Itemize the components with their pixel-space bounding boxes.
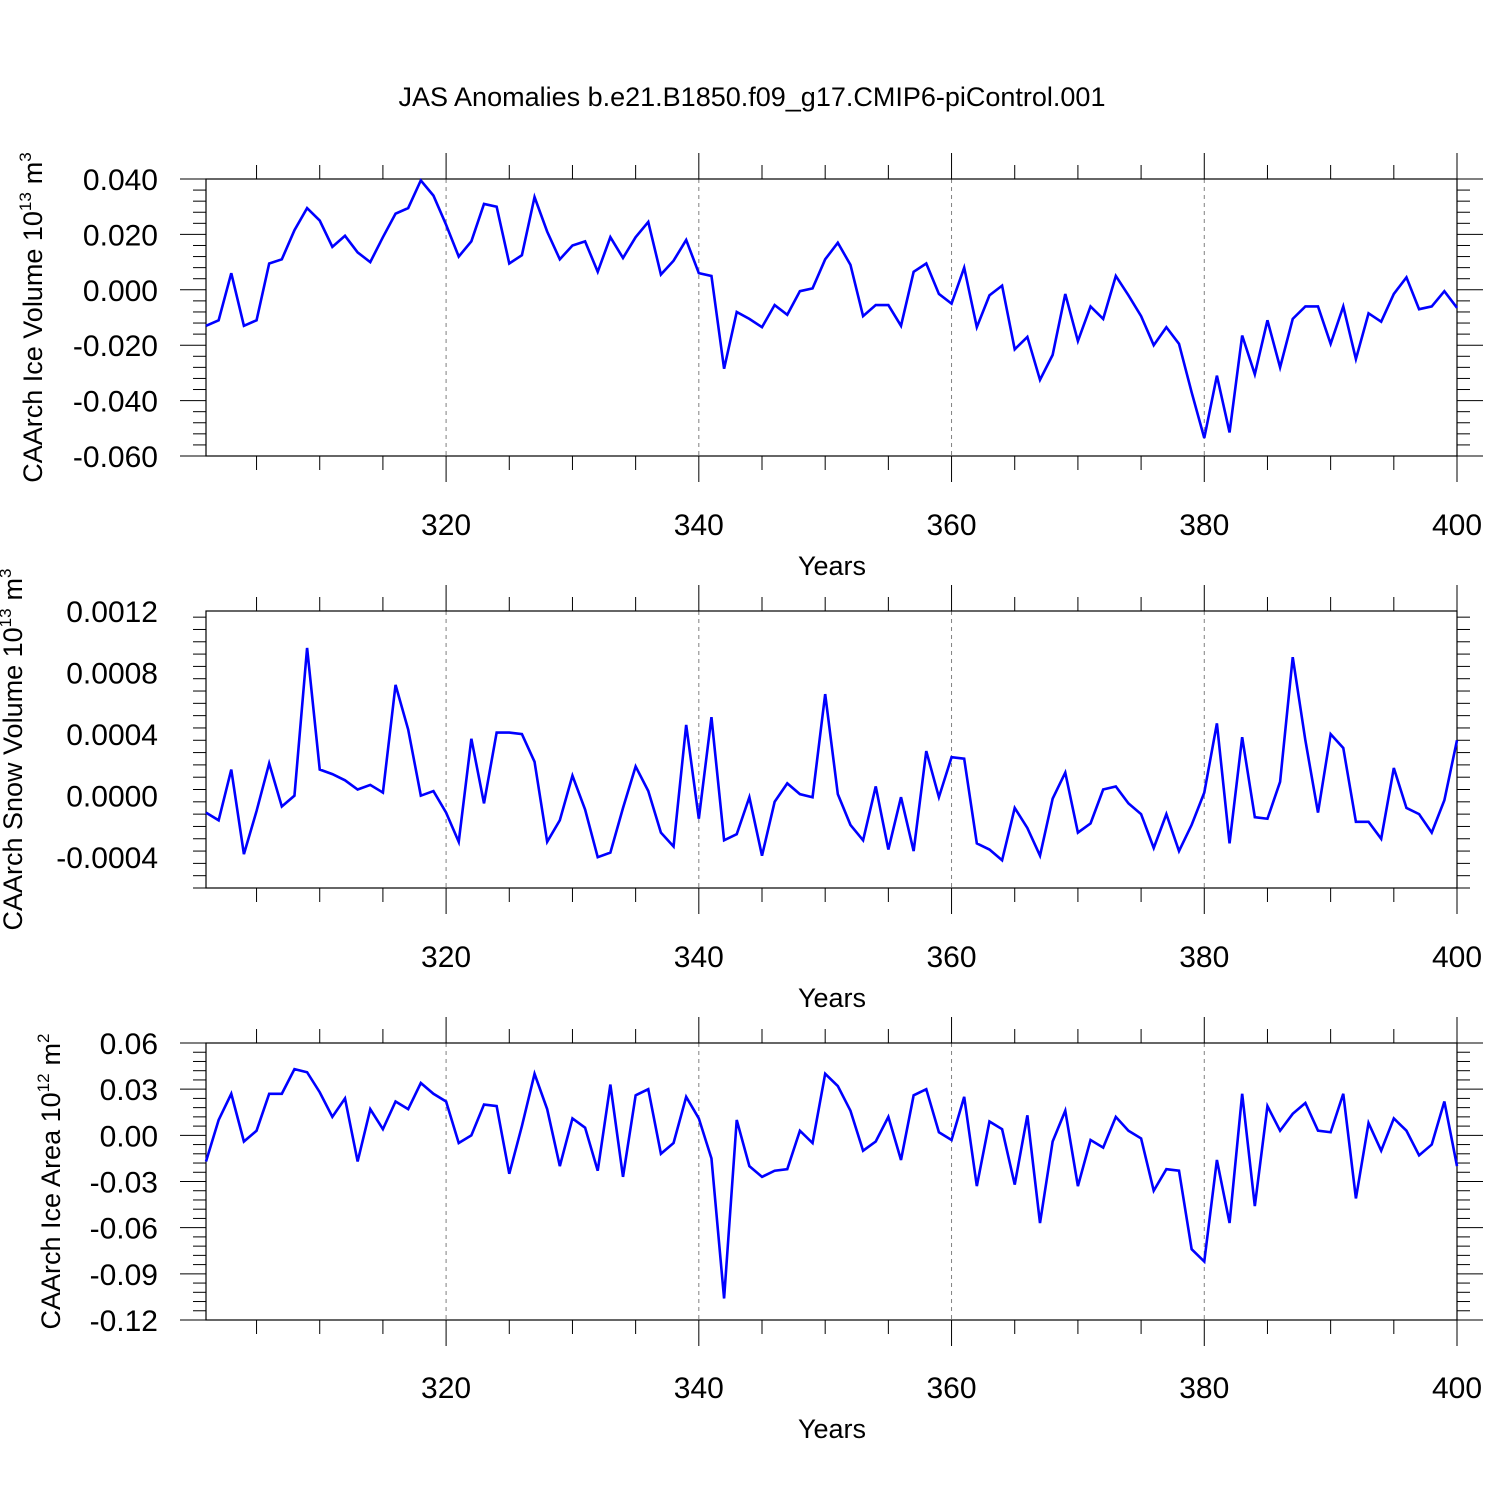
panel-1: -0.060 -0.040 -0.020 0.000 0.020 0.040 320 340 3… (16, 152, 1483, 581)
y-tick-label: -0.12 (90, 1305, 158, 1338)
x-tick-label: 340 (674, 941, 724, 974)
x-tick-label: 320 (421, 509, 471, 542)
y-axis-label-main: CAArch Ice Area 10 (36, 1092, 66, 1329)
x-tick-label: 400 (1432, 1372, 1482, 1405)
y-axis-label-unit: m (0, 578, 28, 601)
x-tick-label: 320 (421, 941, 471, 974)
y-tick-label: 0.0012 (66, 596, 158, 629)
y-axis-label-exponent: 13 (16, 192, 35, 211)
y-axis-label: CAArch Ice Area 1012 m2 (34, 1033, 66, 1329)
y-axis-label-exponent: 12 (34, 1073, 53, 1092)
y-axis-label-unit: m (36, 1043, 66, 1066)
y-axis-label-exponent: 13 (0, 608, 15, 627)
y-tick-label: 0.000 (83, 275, 158, 308)
x-tick-label: 400 (1432, 509, 1482, 542)
y-tick-label: 0.00 (100, 1120, 158, 1153)
y-tick-label: -0.09 (90, 1259, 158, 1292)
x-axis-label: Years (798, 983, 866, 1013)
y-tick-label: 0.03 (100, 1074, 158, 1107)
y-axis-label-unit-exponent: 2 (34, 1033, 53, 1042)
series-line (205, 177, 1459, 439)
y-tick-label: 0.040 (83, 164, 158, 197)
panel-3: -0.12 -0.09 -0.06 -0.03 0.00 0.03 0.06 320 340 36… (34, 1017, 1483, 1444)
y-axis-label-unit-exponent: 3 (0, 568, 15, 577)
y-axis-label-unit-exponent: 3 (16, 152, 35, 161)
series-line (204, 1067, 1459, 1299)
x-tick-label: 360 (927, 941, 977, 974)
y-tick-label: -0.040 (73, 386, 158, 419)
y-axis-label: CAArch Ice Volume 1013 m3 (16, 152, 48, 483)
y-axis-label-unit: m (18, 162, 48, 185)
y-tick-label: 0.0000 (66, 781, 158, 814)
x-tick-label: 360 (927, 509, 977, 542)
x-tick-label: 400 (1432, 941, 1482, 974)
y-axis-label: CAArch Snow Volume 1013 m3 (0, 568, 28, 930)
y-tick-label: -0.06 (90, 1213, 158, 1246)
x-axis-label: Years (798, 1414, 866, 1444)
chart-title: JAS Anomalies b.e21.B1850.f09_g17.CMIP6-… (399, 82, 1106, 112)
y-axis-label-main: CAArch Snow Volume 10 (0, 627, 28, 930)
x-tick-label: 360 (927, 1372, 977, 1405)
x-tick-label: 380 (1179, 509, 1229, 542)
x-tick-label: 380 (1179, 1372, 1229, 1405)
y-axis-label-main: CAArch Ice Volume 10 (18, 211, 48, 483)
y-tick-label: -0.03 (90, 1167, 158, 1200)
y-tick-label: 0.0008 (66, 658, 158, 691)
y-tick-label: -0.060 (73, 441, 158, 474)
y-tick-label: 0.020 (83, 219, 158, 252)
plot-frame (205, 178, 1458, 457)
x-tick-label: 340 (674, 509, 724, 542)
plot-frame (205, 610, 1458, 889)
x-axis-label: Years (798, 551, 866, 581)
y-tick-label: -0.0004 (56, 842, 158, 875)
y-tick-label: -0.020 (73, 330, 158, 363)
series-line (205, 647, 1459, 863)
y-tick-label: 0.06 (100, 1028, 158, 1061)
y-tick-label: 0.0004 (66, 719, 158, 752)
x-tick-label: 340 (674, 1372, 724, 1405)
x-tick-label: 320 (421, 1372, 471, 1405)
x-tick-label: 380 (1179, 941, 1229, 974)
panel-2: -0.0004 0.0000 0.0004 0.0008 0.0012 320 340 360… (0, 568, 1482, 1013)
chart-panels: -0.060 -0.040 -0.020 0.000 0.020 0.040 320 340 3… (0, 152, 1483, 1444)
plot-frame (205, 1042, 1458, 1321)
